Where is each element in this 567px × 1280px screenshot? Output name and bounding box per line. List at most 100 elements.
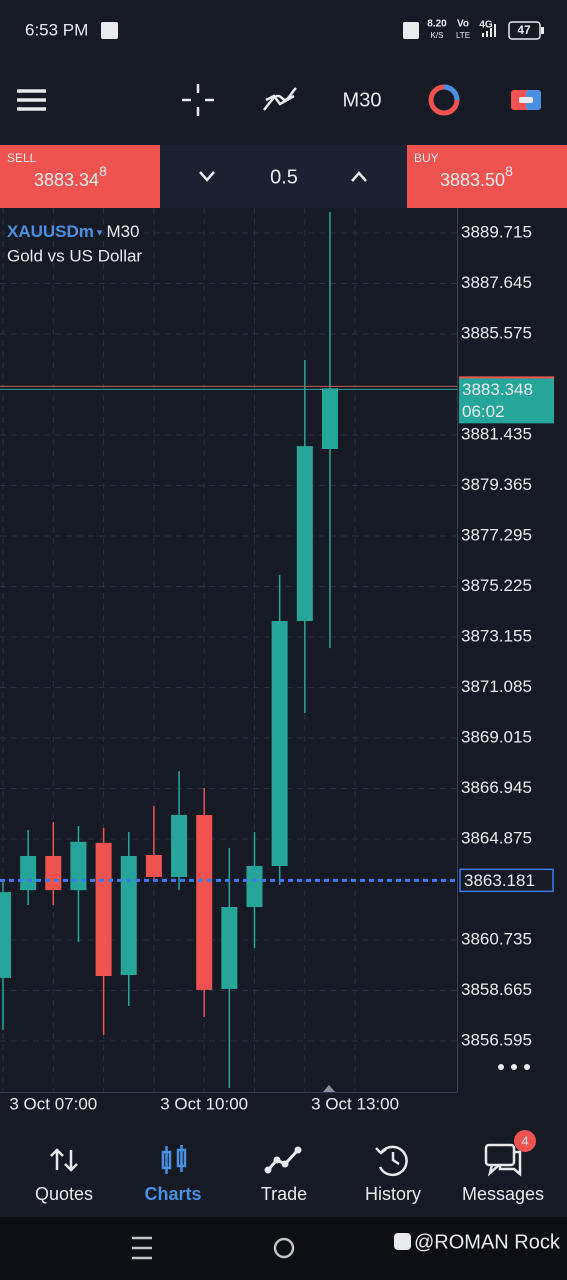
battery-frame — [508, 21, 541, 40]
crosshair-button[interactable] — [182, 84, 214, 116]
volume-down[interactable] — [199, 171, 215, 182]
trade-icon-dots — [264, 1146, 302, 1174]
status-bar — [0, 0, 567, 62]
indicators-button[interactable] — [263, 87, 297, 111]
buy-price-main: 3883.50 — [440, 170, 505, 190]
y-tick-label: 3866.945 — [461, 778, 532, 797]
nav-labels: Quotes Charts Trade History Messages — [35, 1184, 544, 1204]
sell-label: SELL — [7, 151, 37, 165]
x-tick-label: 3 Oct 10:00 — [160, 1094, 248, 1113]
sell-pip: 8 — [99, 163, 107, 179]
home-button[interactable] — [273, 1237, 295, 1259]
y-tick-label: 3869.015 — [461, 727, 532, 746]
messages-badge — [514, 1130, 536, 1152]
sell-price-main: 3883.34 — [34, 170, 99, 190]
overlay: 3856.595 3858.665 3860.735 3864.875 3866.945… — [0, 222, 554, 1113]
y-tick-label: 3871.085 — [461, 677, 532, 696]
buy-pip: 8 — [505, 163, 513, 179]
y-tick-label: 3875.225 — [461, 576, 532, 595]
candle-body — [196, 814, 213, 990]
price-label: 3883.348 — [462, 380, 533, 399]
recents-button[interactable] — [132, 1236, 152, 1260]
net-speed: 8.20 — [427, 19, 447, 30]
system-bar — [0, 1217, 567, 1280]
candle-body — [95, 842, 112, 976]
nfc-icon — [403, 22, 419, 39]
nav-label[interactable]: Charts — [144, 1184, 201, 1204]
candle-body — [120, 855, 137, 976]
clock: 6:53 PM — [25, 20, 88, 39]
battery-level: 47 — [517, 23, 531, 37]
y-tick-label: 3858.665 — [461, 980, 532, 999]
volume[interactable]: 0.5 — [270, 166, 298, 188]
symbol-caret: ▾ — [97, 227, 103, 239]
y-tick-label: 3881.435 — [461, 424, 532, 443]
nav-label[interactable]: Messages — [462, 1184, 544, 1204]
more-button[interactable] — [498, 1064, 530, 1070]
nav-label[interactable]: History — [365, 1184, 421, 1204]
volume-panel — [160, 145, 407, 208]
status-icon — [101, 22, 118, 39]
candle-body — [45, 855, 62, 891]
volte-bottom: LTE — [456, 31, 470, 40]
y-tick-label: 3864.875 — [461, 828, 532, 847]
candles — [0, 211, 338, 1088]
y-tick-label: 3887.645 — [461, 273, 532, 292]
order-label: 3863.181 — [464, 871, 535, 890]
candle-body — [271, 621, 288, 866]
candle-body — [221, 906, 238, 989]
x-tick-label: 3 Oct 13:00 — [311, 1094, 399, 1113]
price-label-box — [459, 377, 554, 424]
timeframe-button[interactable]: M30 — [343, 89, 382, 111]
x-tick-label: 3 Oct 07:00 — [9, 1094, 97, 1113]
facebook-icon — [394, 1233, 411, 1250]
candle-body — [246, 865, 263, 907]
scroll-marker — [323, 1085, 335, 1092]
candle-body — [321, 388, 338, 450]
order-label-box — [459, 868, 554, 893]
candle-body — [296, 446, 313, 622]
candle-body — [20, 855, 37, 891]
volume-up[interactable] — [351, 171, 367, 182]
candle-body — [70, 841, 87, 891]
buy-price: 3883.508 — [440, 163, 513, 190]
battery-tip — [541, 27, 544, 34]
chart-timeframe: M30 — [106, 222, 139, 241]
charts-icon — [161, 1145, 187, 1174]
quotes-icon — [50, 1148, 78, 1172]
one-click-accent — [526, 90, 541, 110]
y-tick-label: 3856.595 — [461, 1030, 532, 1049]
y-tick-label: 3885.575 — [461, 323, 532, 342]
buy-label: BUY — [414, 151, 439, 165]
menu-button[interactable] — [17, 89, 46, 111]
symbol-line: XAUUSDm ▾ M30 — [7, 222, 140, 241]
history-icon — [375, 1145, 408, 1177]
messages-icon — [484, 1143, 522, 1177]
nav-label[interactable]: Quotes — [35, 1184, 93, 1204]
symbol: XAUUSDm — [7, 222, 94, 241]
sell-button[interactable] — [0, 145, 160, 208]
y-tick-label: 3877.295 — [461, 525, 532, 544]
symbol-description: Gold vs US Dollar — [7, 246, 142, 265]
candle-body — [0, 892, 11, 978]
trade-icon — [266, 1148, 300, 1172]
y-tick-label: 3873.155 — [461, 626, 532, 645]
bottom-nav — [0, 1130, 567, 1217]
network: 4G — [479, 20, 493, 31]
countdown-label: 06:02 — [462, 402, 505, 421]
y-tick-label: 3860.735 — [461, 929, 532, 948]
y-tick-label: 3889.715 — [461, 222, 532, 241]
candle-body — [145, 854, 162, 877]
y-tick-label: 3879.365 — [461, 475, 532, 494]
candle-body — [171, 814, 188, 877]
net-unit: K/S — [431, 31, 444, 40]
one-click-knob — [519, 97, 533, 103]
volte-top: Vo — [457, 19, 469, 30]
watermark: @ROMAN Rock — [414, 1231, 561, 1253]
badge-count: 4 — [521, 1133, 528, 1148]
trade-mode-accent — [443, 84, 460, 101]
nav-label[interactable]: Trade — [261, 1184, 307, 1204]
buy-button[interactable] — [407, 145, 567, 208]
